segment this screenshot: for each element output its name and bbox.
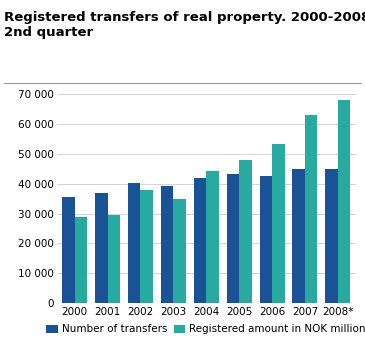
Legend: Number of transfers, Registered amount in NOK million: Number of transfers, Registered amount i… <box>42 320 365 339</box>
Bar <box>95 193 108 303</box>
Bar <box>161 185 173 303</box>
Bar <box>62 197 75 303</box>
Bar <box>206 171 219 303</box>
Bar <box>173 199 186 303</box>
Bar <box>141 190 153 303</box>
Bar <box>194 178 206 303</box>
Bar <box>272 144 284 303</box>
Bar <box>108 215 120 303</box>
Bar <box>75 217 87 303</box>
Bar <box>305 115 318 303</box>
Bar <box>325 169 338 303</box>
Bar <box>128 183 141 303</box>
Bar <box>227 174 239 303</box>
Bar <box>239 160 251 303</box>
Text: Registered transfers of real property. 2000-2008*.
2nd quarter: Registered transfers of real property. 2… <box>4 11 365 39</box>
Bar <box>260 176 272 303</box>
Bar <box>338 100 350 303</box>
Bar <box>292 169 305 303</box>
